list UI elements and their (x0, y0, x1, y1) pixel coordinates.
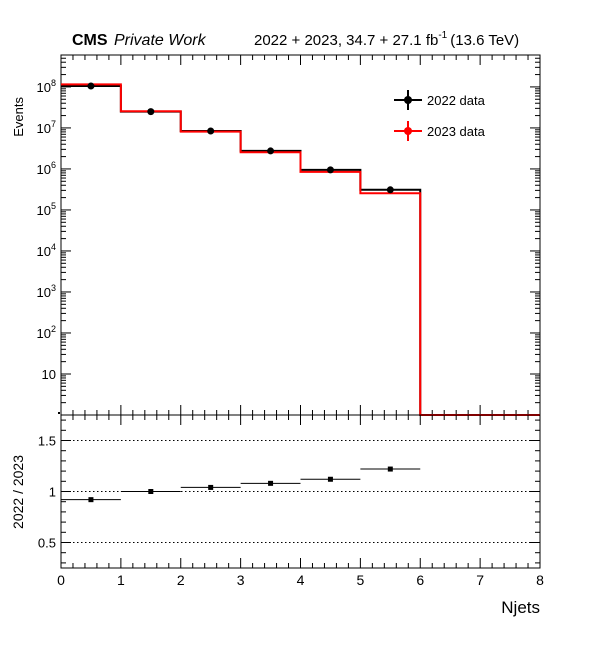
series-2022-marker (87, 82, 95, 90)
tick-base: 10 (37, 121, 51, 136)
ratio-x-tick-label: 4 (297, 572, 305, 588)
main-y-tick-label: 105 (37, 201, 56, 218)
main-y-tick-label: 103 (37, 283, 56, 300)
ratio-point (387, 466, 393, 472)
ratio-point (327, 476, 333, 482)
ratio-y-axis-title: 2022 / 2023 (10, 455, 26, 529)
ratio-x-tick-label: 0 (57, 572, 65, 588)
tick-exponent: 8 (51, 78, 56, 88)
tick-exponent: 3 (51, 283, 56, 293)
main-y-axis-title: Events (11, 97, 26, 137)
ratio-point (148, 489, 154, 494)
legend-marker (404, 127, 412, 135)
tick-exponent: 5 (51, 201, 56, 211)
series-2022-marker (326, 166, 334, 174)
ratio-x-tick-label: 5 (356, 572, 364, 588)
main-y-tick-label: 10 (42, 367, 56, 382)
tick-base: 10 (37, 162, 51, 177)
main-y-tick-label: 106 (37, 160, 56, 177)
tick-base: 10 (37, 244, 51, 259)
lumi-label: 2022 + 2023, 34.7 + 27.1 fb-1 (13.6 TeV) (254, 30, 519, 49)
ratio-y-tick-label: 1 (49, 485, 56, 500)
main-frame (60, 54, 541, 416)
series-2023-step-line (61, 83, 540, 416)
main-y-tick-label: 107 (37, 119, 56, 136)
main-y-tick-label: 102 (37, 324, 56, 341)
legend-label-2023: 2023 data (427, 124, 486, 139)
legend-label-2022: 2022 data (427, 93, 486, 108)
x-axis-title: Njets (501, 598, 540, 617)
ratio-point (88, 497, 94, 503)
tick-base: 10 (37, 326, 51, 341)
lumi-prefix: 2022 + 2023, 34.7 + 27.1 fb (254, 32, 438, 49)
series-2022-marker (207, 127, 215, 135)
main-y-tick-label: 108 (37, 78, 56, 95)
status-label: Private Work (114, 32, 207, 49)
ratio-x-tick-label: 1 (117, 572, 125, 588)
tick-base: 10 (37, 203, 51, 218)
tick-exponent: 4 (51, 242, 56, 252)
experiment-label: CMS (72, 32, 108, 49)
series-2022-marker (267, 147, 275, 155)
ratio-pad: 0.5 1 1.5 0 1 2 3 4 5 6 7 8 2022 / 2023 Njets (10, 414, 544, 617)
tick-exponent: 6 (51, 160, 56, 170)
ratio-y-tick-label: 1.5 (38, 434, 56, 449)
ratio-x-tick-label: 2 (177, 572, 185, 588)
ratio-x-tick-label: 8 (536, 572, 544, 588)
ratio-x-tick-label: 3 (237, 572, 245, 588)
ratio-y-tick-label: 0.5 (38, 536, 56, 551)
series-2022-marker (386, 186, 394, 194)
tick-base: 10 (37, 285, 51, 300)
series-2022-marker (147, 108, 155, 116)
tick-exponent: 2 (51, 324, 56, 334)
legend-marker (404, 96, 412, 104)
ratio-x-tick-label: 6 (416, 572, 424, 588)
lumi-suffix: (13.6 TeV) (450, 32, 519, 49)
tick-base: 10 (37, 80, 51, 95)
ratio-x-tick-label: 7 (476, 572, 484, 588)
ratio-point (268, 480, 274, 486)
tick-exponent: 7 (51, 119, 56, 129)
lumi-exponent: -1 (438, 30, 447, 41)
ratio-point (208, 484, 214, 490)
main-y-tick-label: 104 (37, 242, 56, 259)
